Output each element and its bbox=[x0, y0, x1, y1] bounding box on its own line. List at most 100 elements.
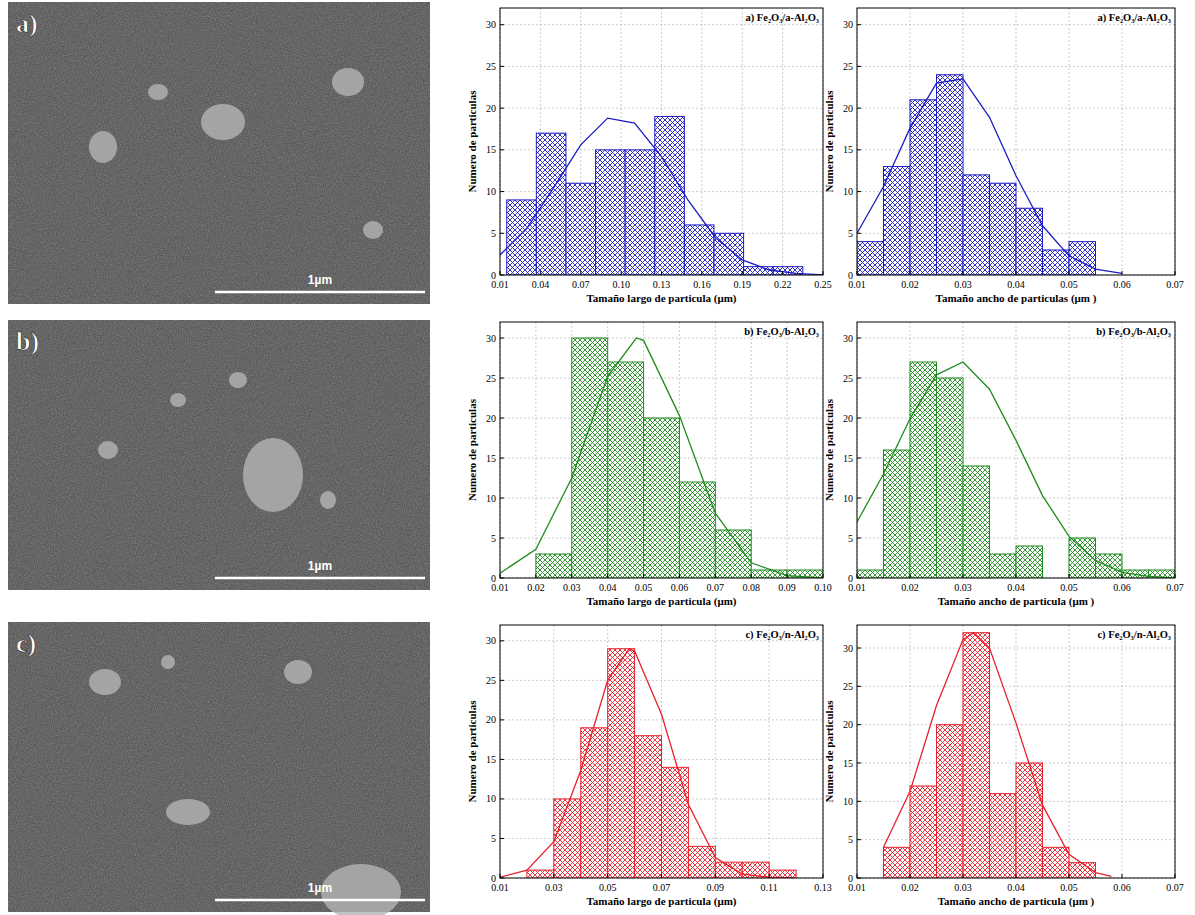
y-tick-label: 30 bbox=[486, 635, 496, 646]
y-tick-label: 25 bbox=[843, 373, 853, 384]
histogram-bar bbox=[910, 362, 937, 578]
histogram-bar bbox=[554, 799, 581, 878]
x-tick-label: 0.09 bbox=[778, 582, 796, 593]
x-tick-label: 0.04 bbox=[1007, 582, 1025, 593]
tick-mark bbox=[679, 574, 680, 578]
x-tick-label: 0.02 bbox=[527, 582, 545, 593]
y-tick-label: 5 bbox=[491, 533, 496, 544]
tick-mark bbox=[500, 498, 504, 499]
y-axis-title: Numero de particulas bbox=[823, 398, 835, 501]
tick-mark bbox=[715, 574, 716, 578]
x-tick-label: 0.04 bbox=[1007, 279, 1025, 290]
x-tick-label: 0.25 bbox=[814, 279, 832, 290]
tick-mark bbox=[500, 191, 504, 192]
tick-mark bbox=[857, 233, 861, 234]
image-background bbox=[8, 2, 430, 304]
tick-mark bbox=[751, 574, 752, 578]
tick-mark bbox=[661, 271, 662, 275]
histogram-bar bbox=[608, 649, 635, 878]
histogram-bar bbox=[644, 418, 680, 578]
x-axis-title: Tamaño largo de particula (μm) bbox=[586, 895, 736, 908]
tick-mark bbox=[500, 574, 501, 578]
y-tick-label: 10 bbox=[843, 493, 853, 504]
tick-mark bbox=[500, 798, 504, 799]
y-tick-label: 15 bbox=[486, 144, 496, 155]
tick-mark bbox=[607, 574, 608, 578]
tick-mark bbox=[857, 191, 861, 192]
x-axis-title: Tamaño largo de particula (μm) bbox=[586, 292, 736, 305]
tick-mark bbox=[500, 378, 504, 379]
tick-mark bbox=[661, 874, 662, 878]
histogram-panel: 0.010.020.030.040.050.060.07051015202530… bbox=[823, 625, 1184, 908]
tick-mark bbox=[571, 574, 572, 578]
plot-frame bbox=[857, 625, 1175, 878]
particle bbox=[98, 441, 118, 459]
histogram-bar bbox=[507, 200, 537, 275]
tick-mark bbox=[823, 271, 824, 275]
fit-curve bbox=[857, 79, 1122, 273]
x-tick-label: 0.10 bbox=[612, 279, 630, 290]
marks bbox=[857, 75, 1122, 275]
chart-title: c) Fe₂O₃/n-Al₂O₃ bbox=[1097, 629, 1171, 641]
particle bbox=[363, 221, 383, 239]
histogram-bar bbox=[857, 242, 884, 275]
tick-mark bbox=[1122, 574, 1123, 578]
sem-image: a)1µm bbox=[8, 2, 430, 304]
x-tick-label: 0.07 bbox=[572, 279, 590, 290]
x-tick-label: 0.01 bbox=[848, 882, 866, 893]
plot-background bbox=[500, 322, 823, 578]
x-tick-label: 0.07 bbox=[1166, 882, 1184, 893]
particle bbox=[148, 84, 168, 100]
y-tick-label: 5 bbox=[848, 834, 853, 845]
tick-mark bbox=[607, 874, 608, 878]
x-axis-title: Tamaño largo de particula (μm) bbox=[586, 595, 736, 608]
tick-mark bbox=[857, 338, 861, 339]
y-tick-label: 5 bbox=[848, 533, 853, 544]
y-axis-title: Numero de particulas bbox=[466, 700, 478, 803]
fit-curve bbox=[500, 118, 823, 275]
chart-title: b) Fe₂O₃/b-Al₂O₃ bbox=[744, 326, 819, 338]
x-tick-label: 0.01 bbox=[848, 279, 866, 290]
tick-mark bbox=[500, 271, 501, 275]
x-tick-label: 0.06 bbox=[1113, 582, 1131, 593]
particle bbox=[284, 660, 312, 684]
tick-mark bbox=[621, 271, 622, 275]
tick-mark bbox=[715, 874, 716, 878]
tick-mark bbox=[963, 874, 964, 878]
scale-bar bbox=[215, 577, 425, 580]
histogram-bar bbox=[655, 116, 685, 275]
tick-mark bbox=[1175, 874, 1176, 878]
grid-line bbox=[1122, 625, 1123, 878]
y-tick-label: 10 bbox=[486, 186, 496, 197]
x-tick-label: 0.03 bbox=[954, 582, 972, 593]
grid-line bbox=[787, 322, 788, 578]
tick-mark bbox=[857, 458, 861, 459]
histogram-bar bbox=[635, 736, 662, 878]
tick-mark bbox=[500, 838, 504, 839]
histogram-bar bbox=[963, 633, 990, 878]
fit-curve bbox=[884, 633, 1112, 877]
y-tick-label: 0 bbox=[848, 873, 853, 884]
tick-mark bbox=[1016, 271, 1017, 275]
x-tick-label: 0.09 bbox=[707, 882, 725, 893]
y-tick-label: 10 bbox=[486, 793, 496, 804]
fit-curve bbox=[500, 338, 823, 578]
tick-mark bbox=[1069, 271, 1070, 275]
y-axis-title: Numero de particulas bbox=[466, 90, 478, 193]
chart-title: c) Fe₂O₃/n-Al₂O₃ bbox=[745, 629, 819, 641]
x-tick-label: 0.04 bbox=[599, 582, 617, 593]
image-grain bbox=[8, 2, 430, 304]
y-tick-label: 20 bbox=[843, 413, 853, 424]
y-tick-label: 0 bbox=[491, 270, 496, 281]
histogram-bar bbox=[536, 554, 572, 578]
tick-mark bbox=[857, 578, 861, 579]
tick-mark bbox=[857, 538, 861, 539]
tick-mark bbox=[500, 640, 504, 641]
y-tick-label: 5 bbox=[848, 228, 853, 239]
y-tick-label: 30 bbox=[486, 333, 496, 344]
histogram-bar bbox=[581, 728, 608, 878]
x-axis-title: Tamaño ancho de particula (μm ) bbox=[938, 595, 1095, 608]
chart-title: a) Fe₂O₃/a-Al₂O₃ bbox=[745, 12, 819, 24]
plot-background bbox=[500, 8, 823, 275]
tick-mark bbox=[742, 271, 743, 275]
